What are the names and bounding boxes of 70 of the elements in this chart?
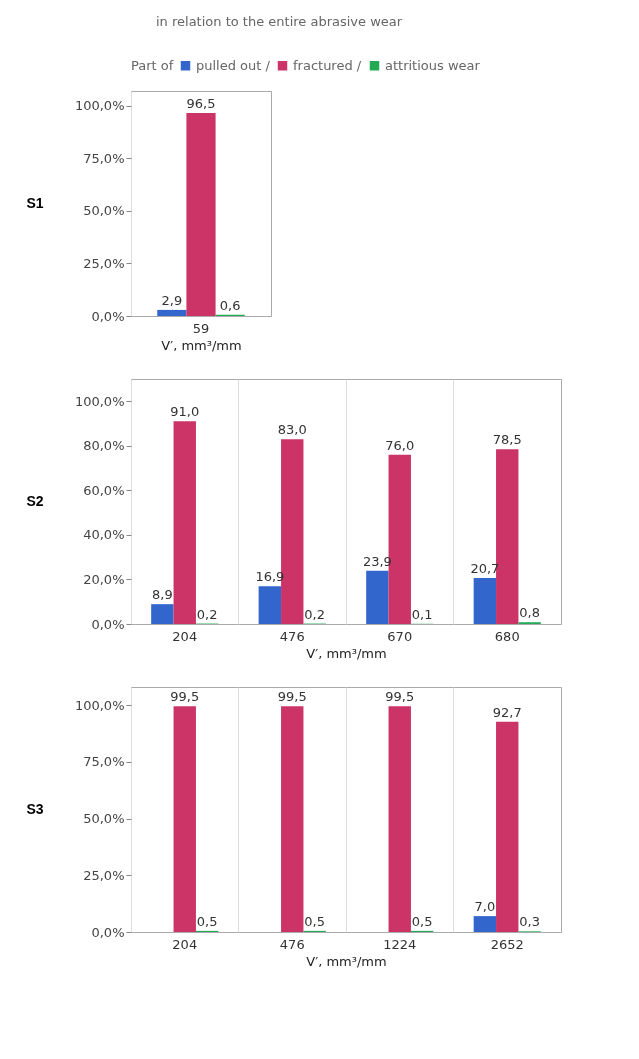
- data-label: 99,5: [385, 689, 415, 705]
- data-label: 83,0: [277, 422, 307, 438]
- x-axis-title: V′, mm³/mm: [306, 645, 387, 661]
- data-label: 0,5: [411, 913, 433, 929]
- y-tick-label: 0,0%: [91, 924, 125, 940]
- legend-label: attritious wear: [385, 57, 481, 73]
- y-axis-title: S2: [26, 493, 44, 509]
- y-tick-label: 80,0%: [83, 438, 125, 454]
- y-tick-label: 40,0%: [83, 527, 125, 543]
- y-tick-label: 75,0%: [83, 754, 125, 770]
- data-label: 78,5: [492, 432, 522, 448]
- bar: [496, 449, 519, 624]
- y-axis-title: S1: [26, 195, 44, 211]
- y-tick-label: 50,0%: [83, 811, 125, 827]
- bar: [258, 586, 282, 624]
- x-tick-label: 204: [172, 628, 198, 644]
- x-axis-title: V′, mm³/mm: [161, 337, 242, 353]
- x-tick-label: 680: [494, 628, 520, 644]
- y-tick-label: 50,0%: [83, 203, 125, 219]
- legend-label: fractured /: [293, 57, 362, 73]
- data-label: 76,0: [385, 437, 415, 453]
- legend-label: pulled out /: [196, 57, 271, 73]
- legend-title: Part of: [131, 58, 174, 73]
- data-label: 7,0: [474, 899, 496, 915]
- bar: [366, 570, 389, 624]
- y-tick-label: 100,0%: [74, 697, 125, 713]
- bar: [151, 604, 174, 624]
- y-tick-label: 20,0%: [83, 571, 125, 587]
- data-label: 91,0: [170, 404, 200, 420]
- chart-subtitle: in relation to the entire abrasive wear: [156, 14, 403, 29]
- bar: [186, 113, 216, 316]
- data-label: 99,5: [170, 689, 200, 705]
- x-tick-label: 204: [172, 936, 198, 952]
- data-label: 96,5: [186, 96, 216, 112]
- data-label: 2,9: [161, 292, 183, 308]
- bar: [173, 421, 196, 624]
- x-tick-label: 476: [279, 628, 305, 644]
- x-tick-label: 476: [279, 936, 305, 952]
- bar: [157, 309, 187, 316]
- y-tick-label: 25,0%: [83, 867, 125, 883]
- y-tick-label: 0,0%: [91, 308, 125, 324]
- y-tick-label: 75,0%: [83, 150, 125, 166]
- data-label: 0,6: [219, 297, 241, 313]
- data-label: 0,3: [519, 914, 540, 930]
- data-label: 0,5: [196, 913, 218, 929]
- y-tick-label: 0,0%: [91, 616, 125, 632]
- data-label: 0,1: [411, 606, 433, 622]
- y-axis-title: S3: [26, 801, 44, 817]
- bar: [473, 577, 497, 624]
- x-axis-title: V′, mm³/mm: [306, 953, 387, 969]
- y-tick-label: 60,0%: [83, 482, 125, 498]
- bar: [388, 706, 411, 932]
- x-tick-label: 670: [387, 628, 413, 644]
- y-tick-label: 25,0%: [83, 255, 125, 271]
- data-label: 99,5: [277, 689, 307, 705]
- bar: [473, 916, 497, 932]
- x-tick-label: 1224: [383, 936, 417, 952]
- bar: [173, 706, 196, 932]
- bar: [496, 721, 519, 932]
- data-label: 0,2: [196, 606, 218, 622]
- x-tick-label: 59: [192, 320, 210, 336]
- y-tick-label: 100,0%: [74, 393, 125, 409]
- y-tick-label: 100,0%: [74, 98, 125, 114]
- data-label: 0,8: [519, 605, 540, 621]
- data-label: 0,5: [304, 913, 325, 929]
- data-label: 92,7: [492, 704, 522, 720]
- bar: [281, 706, 304, 932]
- data-label: 8,9: [152, 587, 173, 603]
- data-label: 0,2: [304, 606, 325, 622]
- x-tick-label: 2652: [490, 936, 524, 952]
